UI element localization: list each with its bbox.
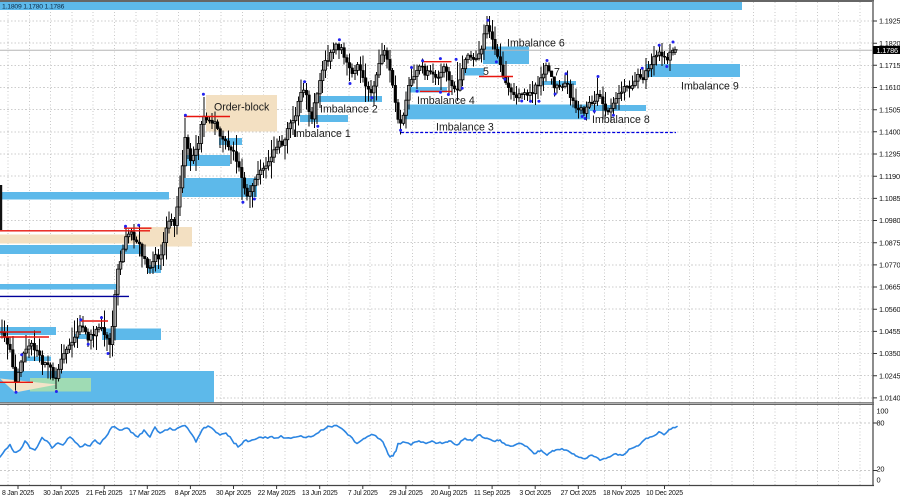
svg-text:1.0245: 1.0245 — [879, 371, 900, 380]
svg-text:1.1400: 1.1400 — [879, 127, 900, 136]
svg-text:17 Mar 2025: 17 Mar 2025 — [129, 490, 166, 497]
svg-text:Imbalance 8: Imbalance 8 — [592, 114, 650, 126]
svg-text:1.0980: 1.0980 — [879, 216, 900, 225]
svg-text:1.1786: 1.1786 — [877, 46, 898, 55]
svg-text:20 Aug 2025: 20 Aug 2025 — [431, 490, 468, 497]
svg-text:1.0665: 1.0665 — [879, 283, 900, 292]
svg-text:1.0140: 1.0140 — [879, 394, 900, 403]
svg-text:Imbalance 2: Imbalance 2 — [320, 104, 378, 116]
svg-text:5: 5 — [483, 66, 489, 78]
svg-text:29 Jul 2025: 29 Jul 2025 — [389, 490, 423, 497]
svg-text:1.1715: 1.1715 — [879, 61, 900, 70]
svg-text:30 Apr 2025: 30 Apr 2025 — [216, 490, 251, 497]
svg-text:1.0350: 1.0350 — [879, 349, 900, 358]
svg-text:Imbalance 4: Imbalance 4 — [417, 95, 475, 107]
svg-text:1.1085: 1.1085 — [879, 194, 900, 203]
svg-text:22 May 2025: 22 May 2025 — [258, 490, 296, 497]
svg-text:1.1505: 1.1505 — [879, 105, 900, 114]
svg-text:1.0560: 1.0560 — [879, 305, 900, 314]
svg-text:Imbalance 3: Imbalance 3 — [436, 122, 494, 134]
svg-text:100: 100 — [877, 407, 889, 416]
svg-text:1.0455: 1.0455 — [879, 327, 900, 336]
svg-text:Imbalance 6: Imbalance 6 — [507, 38, 565, 50]
svg-text:1.1295: 1.1295 — [879, 150, 900, 159]
svg-text:1.1809 1.1780 1.1786: 1.1809 1.1780 1.1786 — [2, 3, 65, 10]
svg-text:1.1820: 1.1820 — [879, 39, 900, 48]
svg-text:8 Jan 2025: 8 Jan 2025 — [2, 490, 34, 497]
svg-text:7 Jul 2025: 7 Jul 2025 — [348, 490, 378, 497]
svg-text:13 Jun 2025: 13 Jun 2025 — [302, 490, 338, 497]
svg-text:1.1610: 1.1610 — [879, 83, 900, 92]
svg-text:30 Jan 2025: 30 Jan 2025 — [43, 490, 79, 497]
svg-text:11 Sep 2025: 11 Sep 2025 — [474, 490, 511, 497]
svg-text:8 Apr 2025: 8 Apr 2025 — [175, 490, 207, 497]
svg-text:1.0770: 1.0770 — [879, 261, 900, 270]
svg-text:1.0875: 1.0875 — [879, 238, 900, 247]
svg-text:10 Dec 2025: 10 Dec 2025 — [646, 490, 683, 497]
svg-text:7: 7 — [554, 67, 560, 79]
svg-text:Imbalance 1: Imbalance 1 — [293, 128, 351, 140]
svg-text:27 Oct 2025: 27 Oct 2025 — [561, 490, 597, 497]
svg-text:18 Nov 2025: 18 Nov 2025 — [603, 490, 640, 497]
svg-text:80: 80 — [877, 419, 885, 428]
svg-text:1.1925: 1.1925 — [879, 17, 900, 26]
svg-text:Imbalance 9: Imbalance 9 — [681, 81, 739, 93]
svg-text:20: 20 — [877, 465, 885, 474]
svg-text:1.1190: 1.1190 — [879, 172, 900, 181]
svg-text:3 Oct 2025: 3 Oct 2025 — [519, 490, 551, 497]
svg-text:0: 0 — [877, 476, 881, 485]
svg-text:21 Feb 2025: 21 Feb 2025 — [86, 490, 123, 497]
svg-text:Order-block: Order-block — [214, 102, 270, 114]
